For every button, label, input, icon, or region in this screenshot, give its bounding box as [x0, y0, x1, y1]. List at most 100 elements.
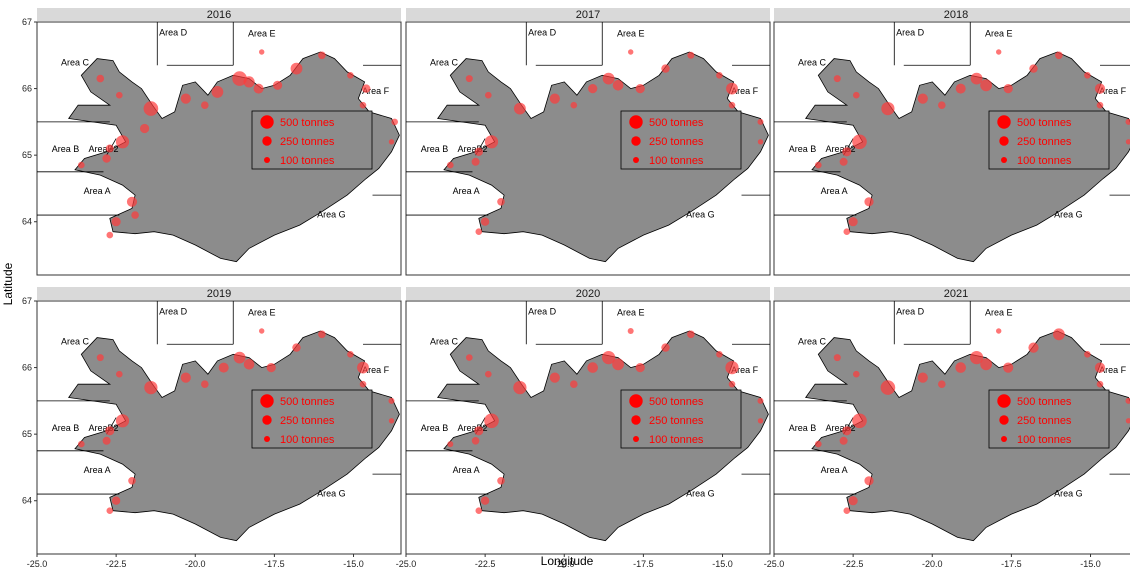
catch-point — [480, 217, 490, 226]
area-label: Area B — [421, 423, 449, 433]
catch-point — [726, 82, 738, 95]
legend-label: 250 tonnes — [1017, 415, 1072, 427]
legend-marker — [629, 394, 643, 408]
catch-point — [852, 134, 867, 150]
catch-point — [687, 51, 695, 59]
catch-point — [144, 381, 158, 395]
catch-point — [955, 83, 966, 94]
catch-point — [292, 343, 301, 352]
area-label: Area B — [421, 144, 449, 154]
catch-point — [131, 211, 139, 219]
panels-layer: 2016 Area A Area B AreaB2 Area C Area D Area E… — [22, 8, 1130, 569]
area-label: Area C — [798, 336, 827, 346]
catch-point — [475, 507, 483, 514]
x-tick-label: -17.5 — [264, 559, 285, 569]
area-label: Area G — [1054, 210, 1083, 220]
catch-point — [917, 372, 928, 383]
x-tick-label: -17.5 — [633, 559, 654, 569]
map-panel-2021: 2021 Area A Area B AreaB2 Area C Area D Area E… — [764, 287, 1130, 569]
area-label: Area C — [430, 336, 459, 346]
area-label: Area E — [248, 29, 276, 39]
y-tick-label: 66 — [22, 84, 32, 94]
catch-point — [362, 84, 371, 93]
catch-point — [839, 436, 848, 445]
catch-point — [475, 228, 483, 235]
catch-point — [1003, 84, 1013, 94]
legend-marker — [260, 394, 274, 408]
x-tick-label: -22.5 — [843, 559, 864, 569]
catch-point — [143, 101, 159, 116]
catch-point — [1096, 380, 1104, 388]
panel-strip — [406, 287, 770, 300]
map-panel-2018: 2018 Area A Area B AreaB2 Area C Area D Area E… — [773, 8, 1130, 276]
legend-label: 500 tonnes — [1017, 117, 1072, 129]
catch-point — [848, 217, 858, 227]
panel-strip — [37, 8, 401, 21]
area-label: Area G — [1054, 489, 1083, 499]
catch-point — [1125, 397, 1130, 404]
catch-point — [201, 101, 209, 109]
map-panel-2017: 2017 Area A Area B AreaB2 Area C Area D Area E… — [405, 8, 771, 276]
catch-point — [612, 80, 624, 91]
legend-marker — [262, 136, 272, 146]
area-label: Area B — [789, 423, 817, 433]
catch-point — [105, 144, 114, 153]
catch-point — [1125, 418, 1130, 424]
catch-point — [853, 370, 860, 378]
x-tick-label: -22.5 — [106, 559, 127, 569]
catch-point — [96, 354, 104, 362]
area-label: Area B — [789, 144, 817, 154]
catch-point — [938, 380, 946, 389]
catch-point — [917, 93, 928, 104]
catch-point — [996, 49, 1002, 55]
legend-marker — [1001, 436, 1007, 442]
catch-point — [474, 426, 484, 436]
area-label: Area A — [84, 186, 111, 196]
x-axis-title: Longitude — [541, 554, 594, 568]
catch-point — [843, 507, 851, 514]
legend-label: 100 tonnes — [649, 434, 704, 446]
catch-point — [318, 51, 326, 60]
catch-point — [1084, 72, 1091, 79]
catch-point — [514, 102, 526, 115]
catch-point — [635, 84, 645, 94]
catch-point — [1028, 342, 1039, 353]
y-tick-label: 67 — [22, 296, 32, 306]
catch-point — [447, 441, 454, 448]
catch-point — [357, 361, 369, 374]
catch-point — [116, 91, 123, 99]
legend-label: 100 tonnes — [1017, 434, 1072, 446]
area-label: Area D — [159, 306, 188, 316]
area-label: Area G — [686, 210, 715, 220]
y-axis-title: Latitude — [1, 262, 15, 305]
x-tick-label: -20.0 — [554, 559, 575, 569]
area-label: AreaB2 — [88, 144, 118, 154]
area-label: AreaB2 — [88, 423, 118, 433]
catch-point — [853, 91, 860, 99]
legend-label: 250 tonnes — [649, 136, 704, 148]
catch-point — [833, 75, 841, 83]
catch-point — [980, 79, 992, 92]
catch-point — [290, 62, 303, 75]
catch-point — [259, 328, 265, 334]
catch-point — [970, 351, 984, 365]
catch-point — [848, 496, 858, 506]
catch-point — [180, 372, 191, 383]
area-label: Area F — [1099, 86, 1127, 96]
catch-point — [388, 397, 395, 404]
catch-point — [388, 139, 395, 145]
area-label: AreaB2 — [457, 144, 487, 154]
catch-point — [815, 161, 822, 169]
catch-point — [471, 437, 480, 445]
y-tick-label: 65 — [22, 150, 32, 160]
area-label: Area D — [528, 306, 557, 316]
catch-point — [602, 72, 615, 85]
catch-point — [815, 440, 822, 448]
catch-point — [128, 477, 136, 485]
catch-point — [111, 217, 121, 227]
area-label: Area A — [84, 465, 111, 475]
catch-point — [843, 228, 851, 235]
catch-point — [612, 358, 624, 371]
legend-marker — [260, 115, 274, 129]
area-label: Area A — [821, 186, 848, 196]
